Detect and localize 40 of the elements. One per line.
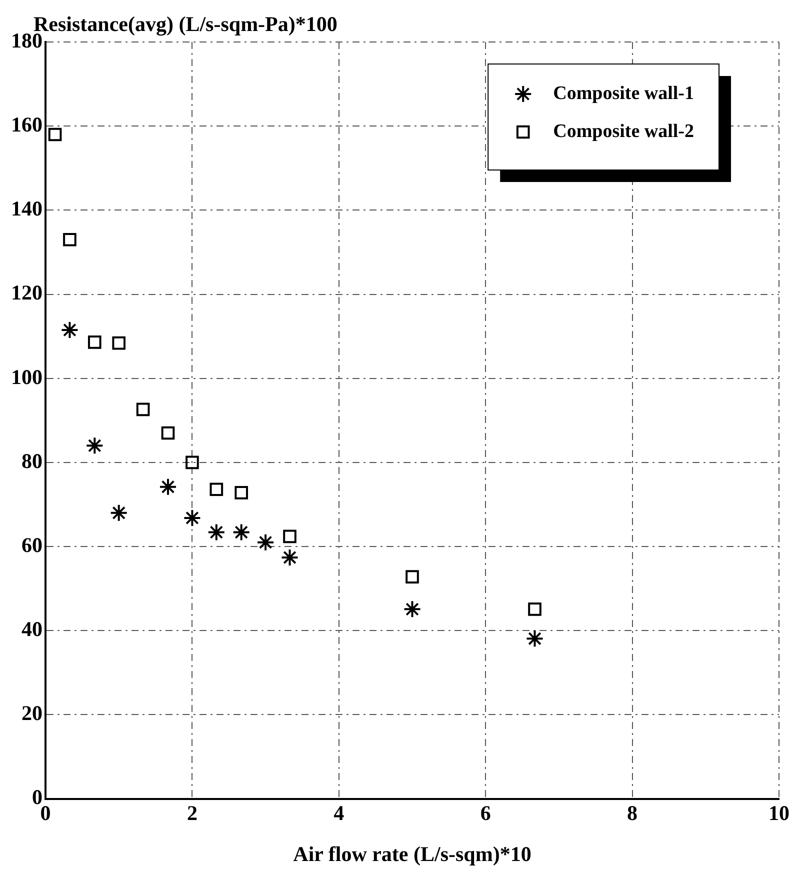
x-tick-label: 6 xyxy=(480,800,491,825)
point xyxy=(210,482,224,496)
y-tick-label: 20 xyxy=(22,701,42,726)
point xyxy=(280,548,299,566)
point xyxy=(207,523,226,542)
y-tick-label: 100 xyxy=(11,364,42,389)
y-tick-label: 160 xyxy=(11,112,42,137)
point xyxy=(528,602,542,616)
point xyxy=(88,336,102,349)
point xyxy=(161,426,175,440)
point xyxy=(526,630,544,648)
point xyxy=(63,232,76,246)
y-tick-label: 40 xyxy=(22,617,42,642)
y-tick-label: 120 xyxy=(11,280,42,305)
x-tick-label: 10 xyxy=(768,800,790,825)
point xyxy=(60,321,79,340)
x-axis-title: Air flow rate (L/s-sqm)*10 xyxy=(293,842,532,866)
point xyxy=(406,570,419,584)
y-tick-label: 60 xyxy=(22,532,42,557)
y-tick-label: 80 xyxy=(22,448,42,473)
point xyxy=(158,478,177,496)
point xyxy=(186,456,199,470)
point xyxy=(112,336,126,350)
point xyxy=(283,530,296,544)
point xyxy=(183,508,202,527)
point xyxy=(234,486,248,500)
x-tick-label: 8 xyxy=(627,800,638,825)
y-tick-label: 140 xyxy=(11,196,42,221)
point xyxy=(48,128,62,142)
point xyxy=(232,523,250,542)
legend-label: Composite wall-2 xyxy=(553,120,694,142)
point xyxy=(136,402,150,416)
point xyxy=(256,533,275,552)
x-tick-label: 2 xyxy=(186,800,198,825)
y-tick-label: 0 xyxy=(32,785,42,810)
point xyxy=(403,600,422,618)
point xyxy=(86,436,104,455)
x-tick-label: 4 xyxy=(334,800,345,825)
legend-label: Composite wall-1 xyxy=(553,82,694,104)
point xyxy=(110,504,128,522)
